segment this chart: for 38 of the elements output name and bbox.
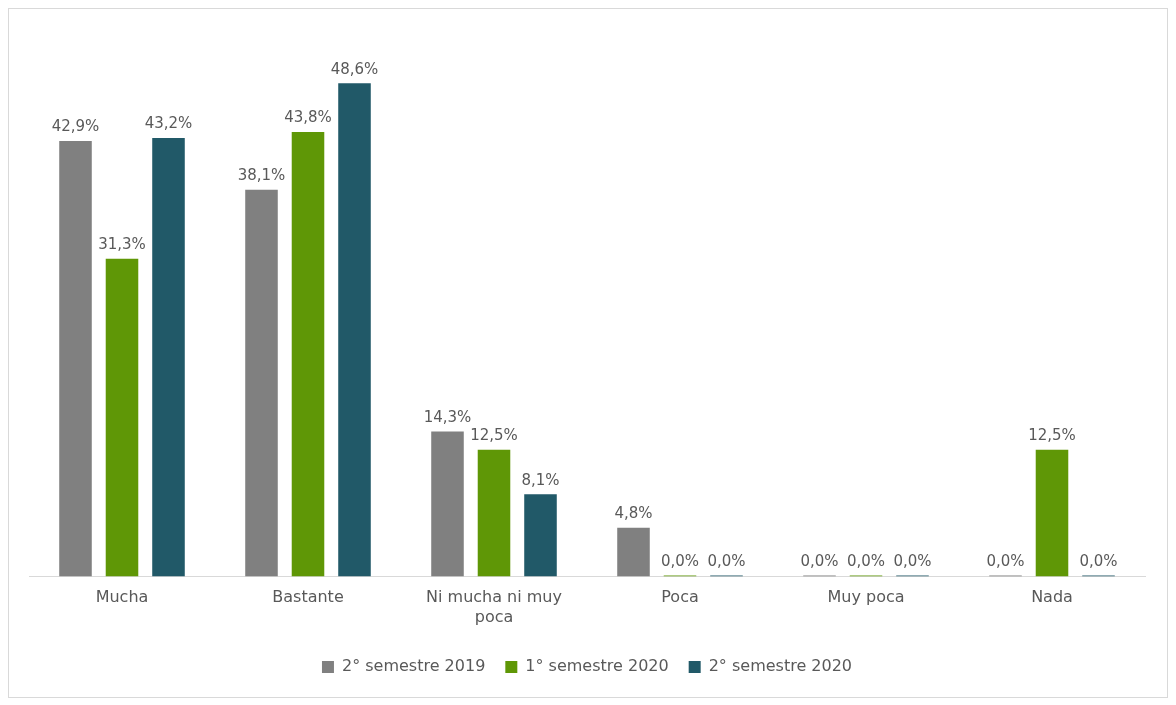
bar bbox=[59, 141, 92, 577]
x-tick-label: Muy poca bbox=[827, 587, 905, 607]
data-label: 14,3% bbox=[423, 407, 472, 426]
data-label: 4,8% bbox=[614, 504, 653, 523]
data-label: 42,9% bbox=[51, 117, 100, 136]
bar bbox=[338, 83, 371, 577]
legend-label: 1° semestre 2020 bbox=[525, 656, 669, 676]
bar bbox=[477, 449, 511, 577]
bar bbox=[245, 189, 278, 577]
data-label: 0,0% bbox=[893, 551, 932, 570]
legend-label: 2° semestre 2019 bbox=[341, 656, 486, 676]
data-label: 0,0% bbox=[707, 551, 746, 570]
data-label: 12,5% bbox=[470, 426, 518, 445]
bar bbox=[1035, 449, 1069, 577]
data-label: 0,0% bbox=[800, 551, 839, 570]
bar bbox=[524, 494, 557, 577]
bar bbox=[431, 431, 464, 577]
data-label: 8,1% bbox=[521, 470, 560, 489]
legend-label: 2° semestre 2020 bbox=[708, 656, 853, 676]
data-label: 12,5% bbox=[1028, 426, 1076, 445]
data-label: 31,3% bbox=[98, 235, 146, 254]
x-tick-label: Ni mucha ni muy poca bbox=[426, 587, 562, 626]
data-label: 43,8% bbox=[284, 108, 332, 127]
x-tick-label: Nada bbox=[1031, 587, 1073, 607]
bar bbox=[617, 527, 650, 577]
data-label: 48,6% bbox=[330, 59, 379, 78]
bar bbox=[152, 138, 185, 577]
bar bbox=[291, 131, 325, 577]
x-tick-label: Poca bbox=[661, 587, 699, 607]
data-label: 38,1% bbox=[237, 166, 286, 185]
x-tick-label: Bastante bbox=[272, 587, 344, 607]
x-tick-label: Mucha bbox=[95, 587, 149, 607]
bar bbox=[105, 258, 139, 577]
data-label: 0,0% bbox=[846, 551, 886, 570]
data-label: 0,0% bbox=[1079, 551, 1118, 570]
data-label: 43,2% bbox=[144, 114, 193, 133]
data-label: 0,0% bbox=[660, 551, 700, 570]
data-label: 0,0% bbox=[986, 551, 1025, 570]
